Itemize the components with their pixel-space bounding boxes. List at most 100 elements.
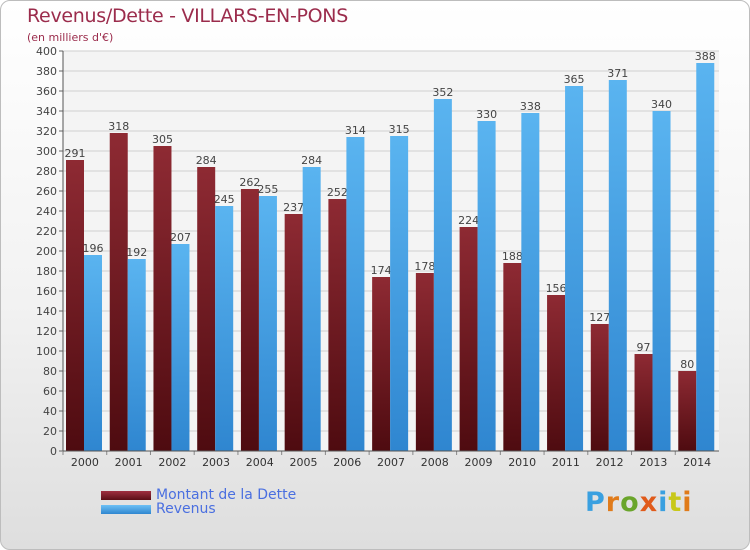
data-label-revenus: 314 xyxy=(345,124,366,137)
bar-dette xyxy=(415,273,434,451)
data-label-dette: 97 xyxy=(637,341,651,354)
bar-dette xyxy=(503,263,522,451)
bar-dette xyxy=(678,371,697,451)
data-label-revenus: 340 xyxy=(651,98,672,111)
y-tick-label: 0 xyxy=(50,445,57,458)
bar-revenus xyxy=(127,259,146,451)
x-tick-label: 2009 xyxy=(464,456,492,469)
y-tick-label: 280 xyxy=(36,165,57,178)
y-tick-label: 120 xyxy=(36,325,57,338)
x-tick-label: 2013 xyxy=(639,456,667,469)
x-tick-label: 2005 xyxy=(290,456,318,469)
data-label-revenus: 388 xyxy=(695,50,716,63)
data-label-dette: 156 xyxy=(546,282,567,295)
x-tick-label: 2014 xyxy=(683,456,711,469)
bar-revenus xyxy=(652,111,671,451)
data-label-dette: 178 xyxy=(414,260,435,273)
y-tick-label: 200 xyxy=(36,245,57,258)
y-tick-label: 380 xyxy=(36,65,57,78)
bar-revenus xyxy=(215,206,234,451)
data-label-revenus: 245 xyxy=(214,193,235,206)
data-label-revenus: 365 xyxy=(564,73,585,86)
y-tick-label: 140 xyxy=(36,305,57,318)
logo-letter: r xyxy=(605,487,621,518)
legend-swatch-revenus xyxy=(101,505,151,514)
bar-dette xyxy=(109,133,128,451)
y-tick-label: 180 xyxy=(36,265,57,278)
logo-letter: i xyxy=(658,487,669,518)
y-tick-label: 320 xyxy=(36,125,57,138)
y-tick-label: 400 xyxy=(36,45,57,58)
bar-dette xyxy=(284,214,303,451)
bar-revenus xyxy=(696,63,715,451)
data-label-dette: 262 xyxy=(239,176,260,189)
bar-revenus xyxy=(258,196,277,451)
x-tick-label: 2008 xyxy=(421,456,449,469)
data-label-dette: 80 xyxy=(680,358,694,371)
x-tick-label: 2012 xyxy=(596,456,624,469)
y-tick-label: 220 xyxy=(36,225,57,238)
logo-letter: x xyxy=(639,487,659,518)
bar-revenus xyxy=(84,255,102,451)
bar-dette xyxy=(328,199,347,451)
logo-letter: P xyxy=(585,487,606,518)
data-label-dette: 305 xyxy=(152,133,173,146)
bar-dette xyxy=(66,160,84,451)
data-label-revenus: 371 xyxy=(607,67,628,80)
y-tick-label: 260 xyxy=(36,185,57,198)
x-tick-label: 2003 xyxy=(202,456,230,469)
data-label-revenus: 284 xyxy=(301,154,322,167)
logo-letter: o xyxy=(620,487,640,518)
y-tick-label: 360 xyxy=(36,85,57,98)
data-label-dette: 291 xyxy=(65,147,86,160)
bar-dette xyxy=(590,324,609,451)
data-label-revenus: 192 xyxy=(126,246,147,259)
bar-revenus xyxy=(302,167,321,451)
x-tick-label: 2007 xyxy=(377,456,405,469)
bar-revenus xyxy=(477,121,496,451)
data-label-revenus: 196 xyxy=(83,242,104,255)
bar-revenus xyxy=(608,80,627,451)
chart-subtitle: (en milliers d'€) xyxy=(27,31,114,44)
data-label-dette: 284 xyxy=(196,154,217,167)
y-tick-label: 240 xyxy=(36,205,57,218)
y-tick-label: 300 xyxy=(36,145,57,158)
bar-dette xyxy=(459,227,478,451)
x-tick-label: 2010 xyxy=(508,456,536,469)
data-label-revenus: 338 xyxy=(520,100,541,113)
y-tick-label: 100 xyxy=(36,345,57,358)
x-tick-label: 2006 xyxy=(333,456,361,469)
data-label-revenus: 352 xyxy=(432,86,453,99)
legend-label-dette: Montant de la Dette xyxy=(156,487,297,503)
y-tick-label: 20 xyxy=(43,425,57,438)
y-tick-label: 60 xyxy=(43,385,57,398)
chart-title: Revenus/Dette - VILLARS-EN-PONS xyxy=(27,5,348,27)
data-label-dette: 174 xyxy=(371,264,392,277)
x-tick-label: 2000 xyxy=(71,456,99,469)
x-tick-label: 2002 xyxy=(158,456,186,469)
bar-dette xyxy=(197,167,216,451)
bar-dette xyxy=(153,146,172,451)
data-label-dette: 252 xyxy=(327,186,348,199)
bar-dette xyxy=(372,277,391,451)
legend-label-revenus: Revenus xyxy=(156,501,216,517)
bar-revenus xyxy=(521,113,540,451)
bar-dette xyxy=(634,354,653,451)
y-tick-label: 80 xyxy=(43,365,57,378)
x-tick-label: 2001 xyxy=(115,456,143,469)
proxiti-logo: Proxiti xyxy=(585,487,693,518)
logo-letter: i xyxy=(682,487,693,518)
data-label-dette: 127 xyxy=(589,311,610,324)
data-label-revenus: 330 xyxy=(476,108,497,121)
bar-dette xyxy=(240,189,259,451)
y-tick-label: 40 xyxy=(43,405,57,418)
bar-revenus xyxy=(433,99,452,451)
data-label-revenus: 255 xyxy=(257,183,278,196)
data-label-dette: 188 xyxy=(502,250,523,263)
bar-revenus xyxy=(171,244,190,451)
x-tick-label: 2004 xyxy=(246,456,274,469)
logo-letter: t xyxy=(668,487,683,518)
data-label-revenus: 315 xyxy=(389,123,410,136)
